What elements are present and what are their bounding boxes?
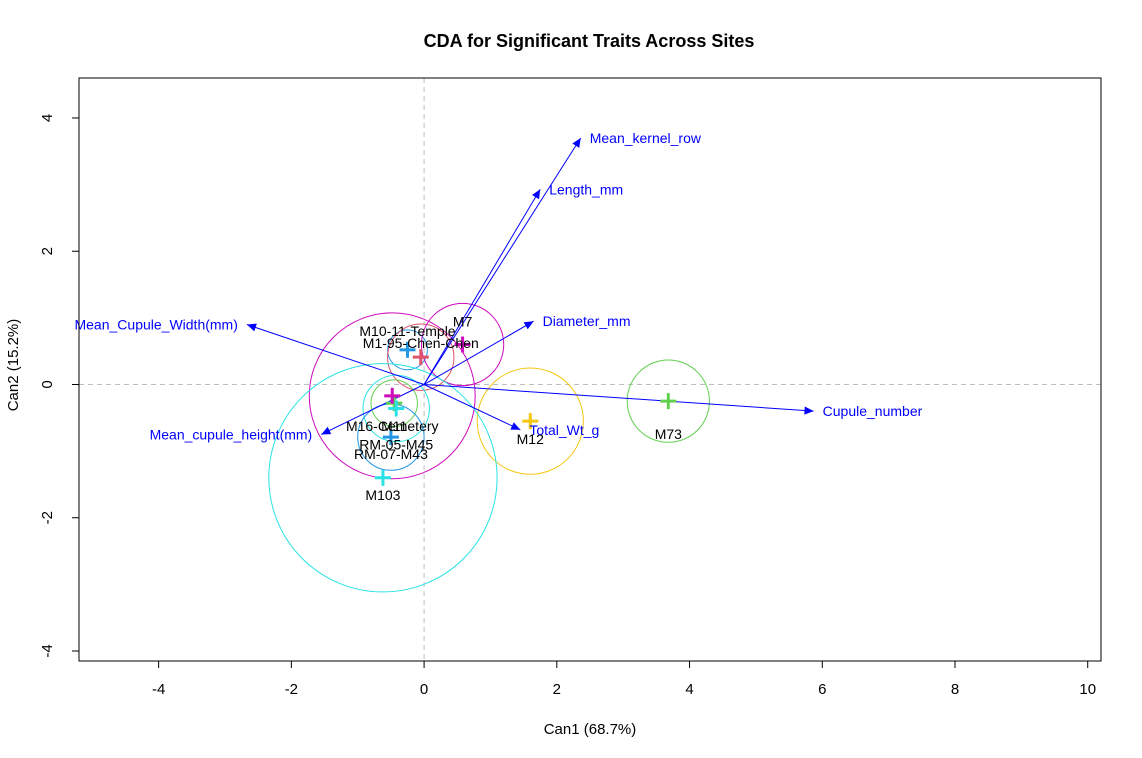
vector-arrowhead bbox=[532, 189, 541, 200]
vector-arrowhead bbox=[804, 406, 814, 415]
trait-label: Cupule_number bbox=[823, 403, 923, 419]
y-tick-label: -4 bbox=[39, 644, 56, 657]
trait-label: Diameter_mm bbox=[543, 313, 631, 329]
vector-arrowhead bbox=[321, 426, 332, 435]
site-label: M10-11-Temple bbox=[359, 323, 455, 339]
vector-arrowhead bbox=[246, 323, 257, 332]
site-circle bbox=[476, 367, 584, 475]
site-label: M7 bbox=[453, 314, 473, 330]
vector-line bbox=[321, 384, 425, 435]
vector-line bbox=[246, 324, 425, 385]
site-circle bbox=[420, 302, 505, 387]
vector-line bbox=[423, 384, 521, 431]
trait-label: Mean_kernel_row bbox=[590, 130, 702, 146]
site-label: RM-07-M43 bbox=[354, 446, 428, 462]
x-tick-label: -4 bbox=[152, 681, 165, 698]
x-tick-label: -2 bbox=[285, 681, 298, 698]
site-label: M103 bbox=[365, 487, 400, 503]
reference-lines bbox=[79, 78, 1101, 661]
site-marker bbox=[412, 349, 429, 366]
vector-arrowhead bbox=[572, 137, 581, 148]
trait-label: Length_mm bbox=[549, 181, 623, 197]
site-marker bbox=[522, 413, 539, 430]
x-axis-label: Can1 (68.7%) bbox=[544, 721, 637, 738]
vector-arrowhead bbox=[510, 422, 521, 430]
site-circle bbox=[370, 379, 418, 427]
x-tick-label: 0 bbox=[420, 681, 428, 698]
x-tick-label: 2 bbox=[553, 681, 561, 698]
site-marker bbox=[384, 387, 401, 404]
vector-line bbox=[423, 189, 541, 385]
site-marker bbox=[660, 393, 677, 410]
site-marker bbox=[382, 429, 399, 446]
site-marker bbox=[399, 341, 416, 358]
vector-arrowhead bbox=[523, 321, 534, 330]
site-label: M1-95-Chen-Chen bbox=[363, 335, 479, 351]
x-axis: -4 -2 0 2 4 6 8 10 bbox=[152, 660, 1096, 698]
trait-labels: Mean_kernel_row Length_mm Diameter_mm Mean_… bbox=[74, 130, 922, 442]
vector-line bbox=[423, 137, 582, 385]
y-axis: -4 -2 0 2 4 bbox=[39, 114, 80, 658]
site-label: M11 bbox=[381, 418, 407, 434]
x-tick-label: 4 bbox=[685, 681, 693, 698]
y-tick-label: 4 bbox=[39, 114, 56, 122]
y-tick-label: 2 bbox=[39, 247, 56, 255]
site-marker bbox=[454, 336, 471, 353]
site-marker bbox=[374, 469, 391, 486]
plot-frame bbox=[78, 77, 1102, 662]
site-markers bbox=[374, 336, 677, 486]
y-tick-label: 0 bbox=[39, 380, 56, 388]
vector-line bbox=[424, 383, 814, 412]
site-circle bbox=[387, 323, 455, 391]
site-circle bbox=[626, 359, 710, 443]
site-labels: M10-11-TempleM1-95-Chen-ChenM7M73M12M11M… bbox=[346, 314, 682, 503]
x-tick-label: 10 bbox=[1079, 681, 1096, 698]
trait-vectors bbox=[246, 137, 814, 435]
site-circle bbox=[387, 329, 428, 371]
trait-label: Mean_Cupule_Width(mm) bbox=[74, 317, 237, 333]
vector-line bbox=[423, 320, 534, 385]
site-label: M12 bbox=[517, 431, 544, 447]
x-tick-label: 6 bbox=[818, 681, 826, 698]
site-label: M16-Cemetery bbox=[346, 418, 439, 434]
x-tick-label: 8 bbox=[951, 681, 959, 698]
site-circles bbox=[268, 302, 710, 593]
trait-label: Total_Wt_g bbox=[529, 422, 599, 438]
site-marker bbox=[388, 400, 405, 417]
site-circle bbox=[308, 312, 476, 480]
trait-label: Mean_cupule_height(mm) bbox=[150, 426, 313, 442]
y-tick-label: -2 bbox=[39, 511, 56, 524]
chart-title: CDA for Significant Traits Across Sites bbox=[424, 31, 755, 51]
site-circle bbox=[268, 363, 498, 593]
site-label: M73 bbox=[655, 426, 682, 442]
y-axis-label: Can2 (15.2%) bbox=[5, 319, 22, 412]
site-label: RM-05-M45 bbox=[359, 436, 433, 452]
